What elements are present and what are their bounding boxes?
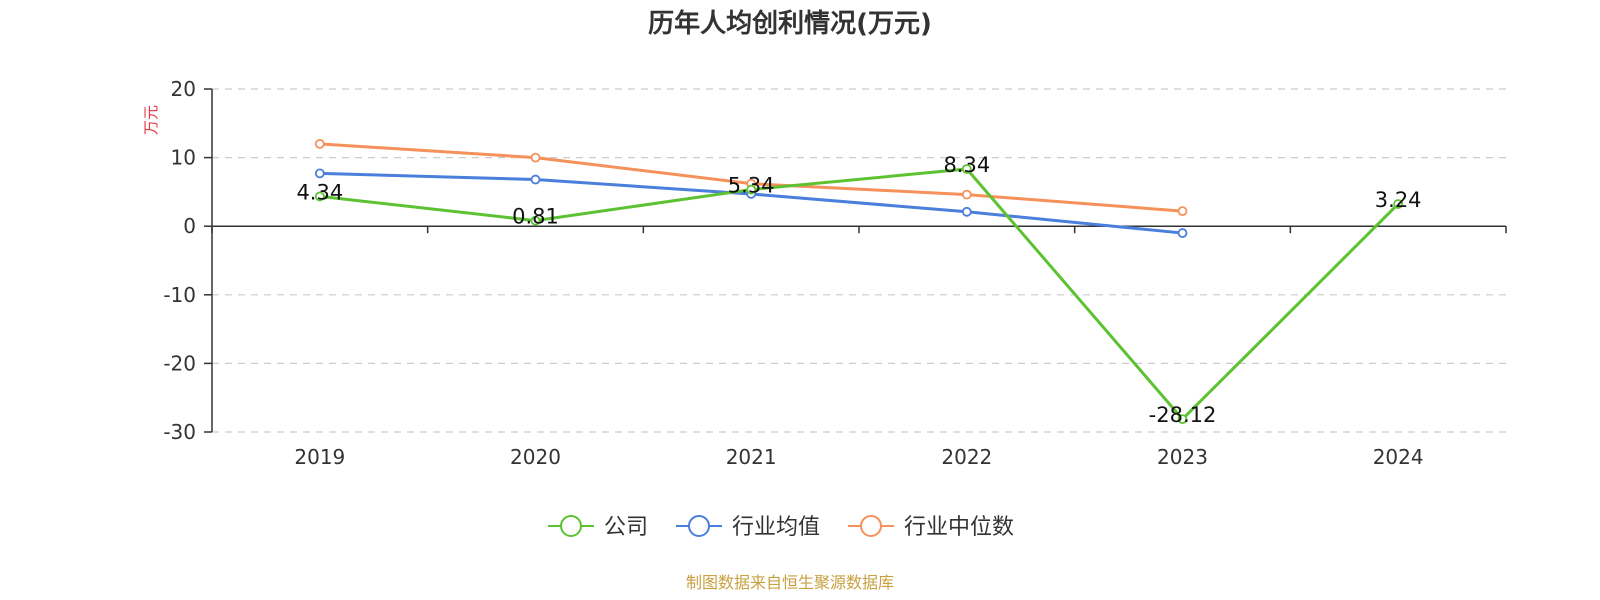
data-point (314, 138, 325, 149)
y-axis-unit-label: 万元 (142, 105, 160, 135)
legend-label: 行业中位数 (904, 515, 1014, 540)
data-point (314, 191, 325, 202)
data-point (530, 174, 541, 185)
legend-item-1[interactable]: 行业均值 (676, 515, 820, 540)
legend-marker (560, 515, 582, 537)
x-tick-label: 2021 (726, 445, 777, 469)
y-tick-label: -10 (163, 283, 196, 307)
data-label: 4.34 (296, 180, 343, 204)
x-tick-label: 2019 (294, 445, 345, 469)
axes: 20 10 0 -10 -20 -30 2019 2020 2021 2022 2023 2024 (163, 77, 1507, 469)
legend-label: 公司 (604, 515, 648, 540)
x-tick-label: 2022 (941, 445, 992, 469)
series-lines (314, 138, 1404, 425)
x-tick-label: 2023 (1157, 445, 1208, 469)
data-point (1177, 228, 1188, 238)
x-tick-label: 2020 (510, 445, 561, 469)
legend-item-0[interactable]: 公司 (548, 515, 648, 540)
data-point (1177, 414, 1188, 425)
data-source-footer: 制图数据来自恒生聚源数据库 (686, 573, 894, 592)
legend-label: 行业均值 (732, 515, 820, 540)
data-label: -28.12 (1149, 403, 1217, 427)
grid-lines (212, 88, 1506, 433)
data-point (1393, 199, 1404, 209)
y-tick-label: -30 (163, 420, 196, 444)
series-line (319, 167, 1400, 421)
y-tick-label: 20 (171, 77, 196, 101)
series-0 (314, 164, 1404, 425)
data-point (961, 206, 972, 217)
legend-marker (688, 515, 710, 537)
y-tick-label: 10 (171, 146, 196, 170)
data-labels: 4.34 0.81 5.34 8.34 -28.12 3.24 (296, 153, 1421, 427)
data-point (1177, 206, 1188, 217)
y-tick-label: 0 (183, 214, 196, 238)
x-tick-label: 2024 (1373, 445, 1424, 469)
legend-marker (860, 515, 882, 537)
data-label: 3.24 (1375, 188, 1422, 212)
data-point (530, 215, 541, 226)
data-label: 5.34 (728, 174, 775, 198)
y-tick-label: -20 (163, 351, 196, 375)
series-2 (314, 138, 1188, 217)
legend[interactable]: 公司 行业均值 行业中位数 (548, 515, 1014, 540)
data-label: 0.81 (512, 205, 559, 229)
data-point (314, 168, 325, 179)
data-point (746, 184, 757, 195)
data-point (961, 189, 972, 200)
data-label: 8.34 (943, 153, 990, 177)
legend-item-2[interactable]: 行业中位数 (848, 515, 1014, 540)
chart-title: 历年人均创利情况(万元) (648, 8, 932, 39)
data-point (961, 164, 972, 174)
data-point (530, 152, 541, 163)
